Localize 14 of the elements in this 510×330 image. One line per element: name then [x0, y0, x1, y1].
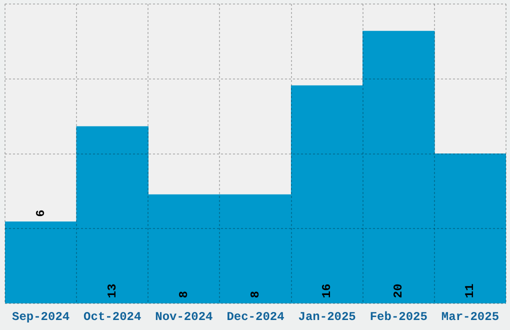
data-label: 6: [34, 210, 48, 217]
data-label: 13: [105, 284, 120, 298]
x-tick-label: Dec-2024: [226, 310, 284, 324]
x-tick-label: Oct-2024: [84, 310, 142, 324]
data-label: 20: [392, 284, 406, 298]
x-tick-label: Feb-2025: [370, 310, 428, 324]
x-tick-label: Jan-2025: [298, 310, 356, 324]
data-label: 8: [176, 290, 191, 298]
data-label: 11: [463, 284, 478, 298]
x-tick-label: Mar-2025: [441, 310, 500, 324]
x-tick-label: Sep-2024: [12, 310, 70, 324]
data-label: 8: [248, 290, 263, 298]
x-tick-label: Nov-2024: [155, 310, 213, 324]
data-label: 16: [320, 284, 334, 298]
